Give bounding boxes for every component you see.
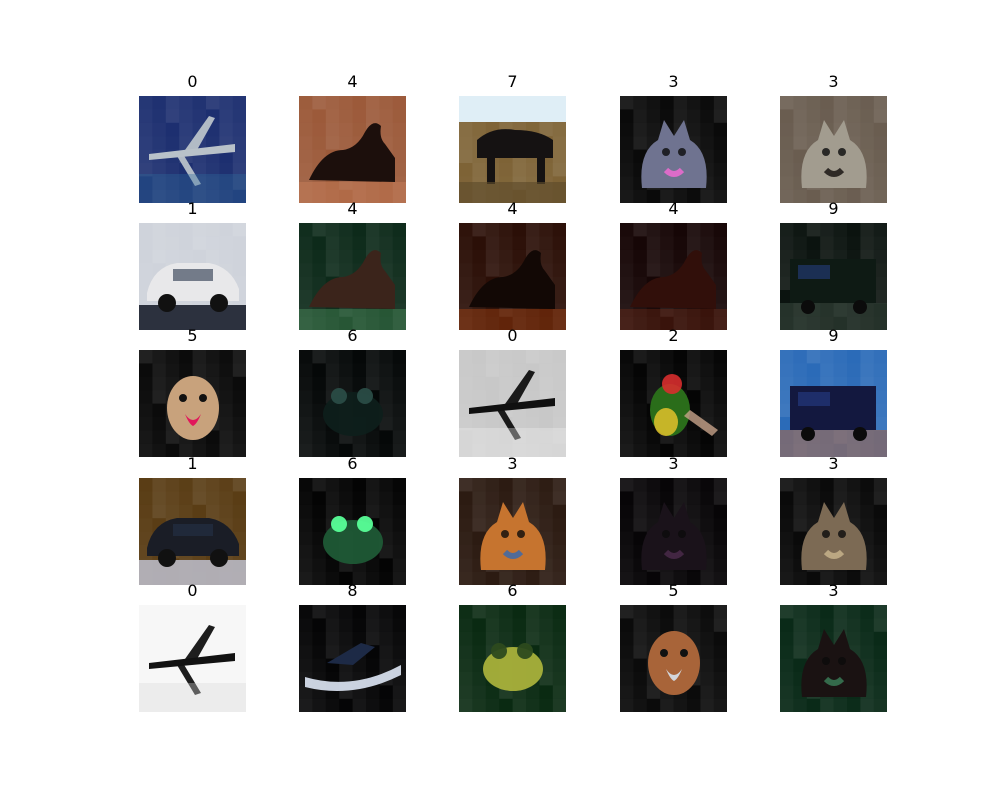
thumbnail-deer [620, 223, 727, 330]
thumbnail-cat [620, 478, 727, 585]
cell-label: 5 [668, 581, 679, 600]
thumbnail-automobile [139, 478, 246, 585]
thumbnail-image [139, 605, 246, 712]
thumbnail-image [780, 350, 887, 457]
thumbnail-deer [299, 96, 406, 203]
cell-label: 9 [828, 326, 839, 345]
thumbnail-image [299, 96, 406, 203]
cell-label: 6 [507, 581, 518, 600]
cell-label: 1 [187, 454, 198, 473]
cell-label: 0 [187, 581, 198, 600]
cell-label: 3 [828, 581, 839, 600]
cell-label: 0 [187, 72, 198, 91]
thumbnail-cat [459, 478, 566, 585]
cell-label: 7 [507, 72, 518, 91]
thumbnail-image [620, 96, 727, 203]
thumbnail-deer [459, 223, 566, 330]
thumbnail-image [459, 605, 566, 712]
thumbnail-image [780, 478, 887, 585]
cell-label: 4 [347, 199, 358, 218]
thumbnail-image [459, 350, 566, 457]
thumbnail-image [780, 223, 887, 330]
thumbnail-airplane [139, 605, 246, 712]
thumbnail-image [620, 223, 727, 330]
thumbnail-dog [620, 605, 727, 712]
cell-label: 9 [828, 199, 839, 218]
thumbnail-dog [139, 350, 246, 457]
thumbnail-deer [299, 223, 406, 330]
thumbnail-cat [780, 605, 887, 712]
thumbnail-image [620, 478, 727, 585]
thumbnail-image [780, 96, 887, 203]
thumbnail-image [139, 350, 246, 457]
thumbnail-image [139, 223, 246, 330]
thumbnail-image [459, 96, 566, 203]
thumbnail-airplane [459, 350, 566, 457]
thumbnail-cat [780, 96, 887, 203]
cell-label: 6 [347, 326, 358, 345]
cell-label: 2 [668, 326, 679, 345]
cell-label: 3 [507, 454, 518, 473]
thumbnail-image [299, 478, 406, 585]
cell-label: 6 [347, 454, 358, 473]
thumbnail-frog [299, 350, 406, 457]
cell-label: 8 [347, 581, 358, 600]
thumbnail-image [299, 350, 406, 457]
thumbnail-image [459, 478, 566, 585]
cell-label: 4 [507, 199, 518, 218]
cell-label: 4 [347, 72, 358, 91]
thumbnail-airplane [139, 96, 246, 203]
thumbnail-image [620, 605, 727, 712]
thumbnail-image [780, 605, 887, 712]
thumbnail-image [299, 223, 406, 330]
thumbnail-bird [620, 350, 727, 457]
thumbnail-truck [780, 223, 887, 330]
thumbnail-image [139, 96, 246, 203]
cell-label: 4 [668, 199, 679, 218]
thumbnail-automobile [139, 223, 246, 330]
thumbnail-image [459, 223, 566, 330]
cell-label: 3 [828, 72, 839, 91]
thumbnail-frog [299, 478, 406, 585]
thumbnail-frog [459, 605, 566, 712]
cell-label: 3 [668, 454, 679, 473]
thumbnail-horse [459, 96, 566, 203]
thumbnail-image [620, 350, 727, 457]
cell-label: 5 [187, 326, 198, 345]
thumbnail-image [139, 478, 246, 585]
thumbnail-image [299, 605, 406, 712]
cell-label: 0 [507, 326, 518, 345]
cell-label: 1 [187, 199, 198, 218]
cell-label: 3 [668, 72, 679, 91]
thumbnail-ship [299, 605, 406, 712]
cell-label: 3 [828, 454, 839, 473]
thumbnail-cat [620, 96, 727, 203]
thumbnail-cat [780, 478, 887, 585]
thumbnail-truck [780, 350, 887, 457]
